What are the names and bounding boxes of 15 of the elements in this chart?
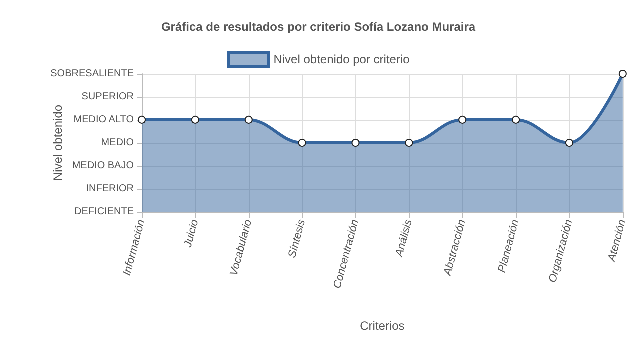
x-tick-label: Análisis: [393, 218, 416, 260]
x-tick-label: Atención: [606, 218, 629, 264]
text: SOBRESALIENTE: [50, 68, 134, 80]
x-tick-label: Juicio: [182, 218, 202, 250]
text: INFERIOR: [86, 184, 134, 194]
legend-label: Nivel obtenido por criterio: [274, 52, 410, 66]
x-tick-label: Síntesis: [286, 218, 308, 260]
y-axis-title: Nivel obtenido: [51, 104, 65, 182]
text: DEFICIENTE: [74, 206, 134, 218]
text: MEDIO BAJO: [72, 160, 134, 172]
text: SUPERIOR: [82, 92, 134, 102]
chart-title: Gráfica de resultados por criterio Sofía Lozano Muraira: [161, 20, 476, 34]
text: MEDIO: [101, 138, 134, 148]
text: MEDIO ALTO: [74, 114, 134, 126]
x-axis-title: Criterios: [360, 319, 405, 333]
